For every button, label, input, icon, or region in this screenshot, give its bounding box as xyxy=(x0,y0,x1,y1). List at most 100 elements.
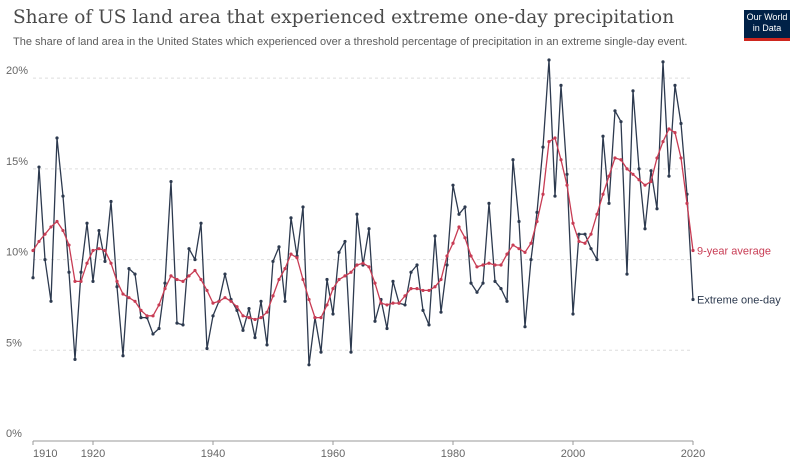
data-point-extreme-one-day xyxy=(259,299,263,303)
data-point-extreme-one-day xyxy=(619,120,623,124)
data-point-9-year-average xyxy=(505,252,509,256)
data-point-extreme-one-day xyxy=(469,281,473,285)
data-point-9-year-average xyxy=(343,274,347,278)
data-point-extreme-one-day xyxy=(649,169,653,173)
data-point-9-year-average xyxy=(643,183,647,187)
data-point-extreme-one-day xyxy=(637,167,641,171)
data-point-extreme-one-day xyxy=(451,183,455,187)
x-axis: 1910 1920 1940 1960 1980 2000 2020 xyxy=(32,441,705,460)
data-point-extreme-one-day xyxy=(85,221,89,225)
data-point-9-year-average xyxy=(529,241,533,245)
data-point-9-year-average xyxy=(565,183,569,187)
data-point-9-year-average xyxy=(463,236,467,240)
data-point-9-year-average xyxy=(415,287,419,291)
data-point-9-year-average xyxy=(631,172,635,176)
series-line-extreme-one-day xyxy=(32,59,694,366)
data-point-extreme-one-day xyxy=(277,245,281,249)
data-point-9-year-average xyxy=(595,212,599,216)
data-point-extreme-one-day xyxy=(55,136,59,140)
data-point-9-year-average xyxy=(661,140,665,144)
y-axis: 0% 5% 10% 15% 20% xyxy=(6,65,28,440)
y-tick-label: 5% xyxy=(6,337,22,349)
data-point-extreme-one-day xyxy=(163,281,167,285)
data-point-extreme-one-day xyxy=(475,290,479,294)
x-tick-label: 2000 xyxy=(561,448,585,460)
data-point-9-year-average xyxy=(235,305,239,309)
data-point-extreme-one-day xyxy=(577,232,581,236)
data-point-9-year-average xyxy=(475,265,479,269)
data-point-extreme-one-day xyxy=(433,234,437,238)
chart-title: Share of US land area that experienced e… xyxy=(13,7,675,28)
data-point-9-year-average xyxy=(361,261,365,265)
data-point-9-year-average xyxy=(43,232,47,236)
data-point-extreme-one-day xyxy=(529,257,533,262)
series-lines xyxy=(31,58,695,367)
data-point-extreme-one-day xyxy=(505,299,509,303)
data-point-extreme-one-day xyxy=(91,279,95,283)
data-point-9-year-average xyxy=(271,294,275,298)
data-point-9-year-average xyxy=(277,277,281,282)
data-point-9-year-average xyxy=(547,140,551,144)
data-point-extreme-one-day xyxy=(595,257,599,262)
data-point-extreme-one-day xyxy=(493,279,497,283)
data-point-extreme-one-day xyxy=(115,285,119,289)
data-point-extreme-one-day xyxy=(631,89,635,93)
data-point-extreme-one-day xyxy=(517,219,521,224)
y-tick-label: 20% xyxy=(6,65,28,77)
data-point-9-year-average xyxy=(295,256,299,260)
data-point-9-year-average xyxy=(613,156,617,160)
data-point-extreme-one-day xyxy=(157,326,161,331)
data-point-extreme-one-day xyxy=(463,205,467,209)
data-point-extreme-one-day xyxy=(289,216,293,220)
data-point-9-year-average xyxy=(625,167,629,171)
data-point-extreme-one-day xyxy=(343,239,347,244)
data-point-extreme-one-day xyxy=(139,316,143,320)
data-point-extreme-one-day xyxy=(403,303,407,307)
data-point-extreme-one-day xyxy=(97,228,101,233)
data-point-extreme-one-day xyxy=(535,210,539,214)
data-point-extreme-one-day xyxy=(187,247,191,251)
data-point-9-year-average xyxy=(523,250,527,254)
logo-line-2: in Data xyxy=(752,22,782,33)
data-point-extreme-one-day xyxy=(589,247,593,251)
data-point-9-year-average xyxy=(673,130,677,135)
data-point-9-year-average xyxy=(685,201,689,205)
data-point-9-year-average xyxy=(637,178,641,182)
data-point-9-year-average xyxy=(421,288,425,293)
data-point-9-year-average xyxy=(691,248,695,253)
data-point-extreme-one-day xyxy=(175,321,179,325)
x-tick-label: 1910 xyxy=(33,448,57,460)
data-point-extreme-one-day xyxy=(121,354,125,358)
data-point-extreme-one-day xyxy=(385,326,389,331)
data-point-9-year-average xyxy=(619,158,623,162)
data-point-9-year-average xyxy=(79,279,83,283)
data-point-extreme-one-day xyxy=(265,343,269,347)
data-point-extreme-one-day xyxy=(223,272,227,276)
data-point-9-year-average xyxy=(331,287,335,291)
data-point-extreme-one-day xyxy=(199,221,203,225)
data-point-extreme-one-day xyxy=(487,201,491,205)
data-point-extreme-one-day xyxy=(625,272,629,276)
chart-subtitle: The share of land area in the United Sta… xyxy=(13,36,688,48)
data-point-extreme-one-day xyxy=(49,299,53,303)
data-point-extreme-one-day xyxy=(457,212,461,216)
data-point-9-year-average xyxy=(289,252,293,256)
data-point-9-year-average xyxy=(541,192,545,196)
data-point-9-year-average xyxy=(535,219,539,224)
series-line-9-year-average xyxy=(32,128,694,321)
data-point-extreme-one-day xyxy=(253,335,257,340)
data-point-extreme-one-day xyxy=(337,250,341,254)
owid-logo[interactable]: Our World in Data xyxy=(744,10,790,41)
data-point-9-year-average xyxy=(97,247,101,251)
data-point-extreme-one-day xyxy=(349,350,353,354)
data-point-9-year-average xyxy=(349,270,353,274)
data-point-extreme-one-day xyxy=(367,227,371,231)
data-point-9-year-average xyxy=(553,136,557,140)
data-point-9-year-average xyxy=(133,299,137,303)
data-point-extreme-one-day xyxy=(673,83,677,87)
data-point-extreme-one-day xyxy=(643,227,647,231)
x-tick-label: 1980 xyxy=(441,448,465,460)
data-point-9-year-average xyxy=(151,314,155,318)
data-point-9-year-average xyxy=(655,156,659,160)
data-point-9-year-average xyxy=(187,274,191,278)
